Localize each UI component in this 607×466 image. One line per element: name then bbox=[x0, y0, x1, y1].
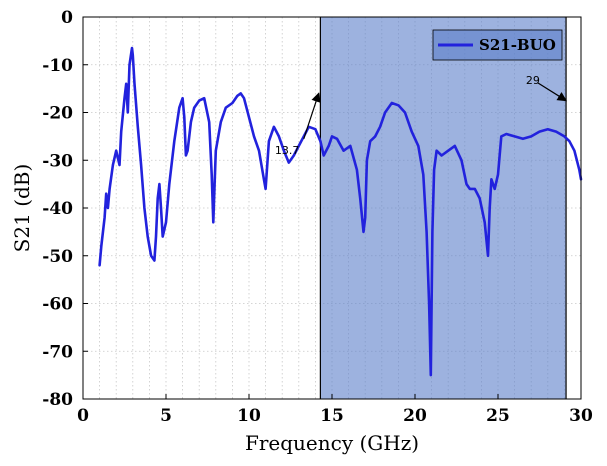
x-tick-label: 25 bbox=[486, 406, 510, 426]
x-tick-label: 0 bbox=[77, 406, 89, 426]
y-tick-label: -30 bbox=[42, 151, 73, 171]
annotation-arrow bbox=[303, 92, 321, 139]
y-tick-label: -50 bbox=[42, 247, 73, 267]
y-tick-label: -20 bbox=[42, 104, 73, 124]
y-tick-label: -40 bbox=[42, 199, 73, 219]
x-tick-label: 10 bbox=[237, 406, 261, 426]
series-line-0 bbox=[98, 46, 583, 377]
y-tick-label: -10 bbox=[42, 56, 73, 76]
y-tick-label: 0 bbox=[61, 8, 73, 28]
y-tick-label: -80 bbox=[42, 390, 73, 410]
x-tick-label: 5 bbox=[160, 406, 172, 426]
x-tick-label: 20 bbox=[403, 406, 427, 426]
annotation-label: 13.7 bbox=[275, 144, 300, 157]
x-axis-title: Frequency (GHz) bbox=[245, 431, 419, 455]
y-axis-title: S21 (dB) bbox=[10, 164, 34, 253]
y-tick-label: -70 bbox=[42, 342, 73, 362]
annotation-label: 29 bbox=[526, 74, 540, 87]
x-tick-label: 15 bbox=[320, 406, 344, 426]
x-tick-label: 30 bbox=[569, 406, 593, 426]
y-tick-label: -60 bbox=[42, 295, 73, 315]
legend-label: S21-BUO bbox=[479, 36, 556, 54]
annotation-arrow bbox=[537, 82, 568, 102]
